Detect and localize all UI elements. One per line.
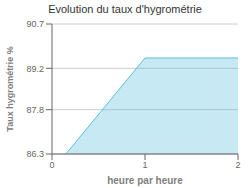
html-text:Evolution du taux d'hygrométri: Evolution du taux d'hygrométrie [48,3,202,15]
svg-text:87.8: 87.8 [26,105,44,115]
svg-text:2: 2 [235,160,240,170]
svg-text:heure par heure: heure par heure [107,175,183,186]
svg-text:0: 0 [49,160,54,170]
svg-text:89.2: 89.2 [26,64,44,74]
svg-text:90.7: 90.7 [26,19,44,29]
svg-text:86.3: 86.3 [26,149,44,159]
svg-text:1: 1 [142,160,147,170]
svg-text:Taux hygrométrie %: Taux hygrométrie % [5,46,15,131]
